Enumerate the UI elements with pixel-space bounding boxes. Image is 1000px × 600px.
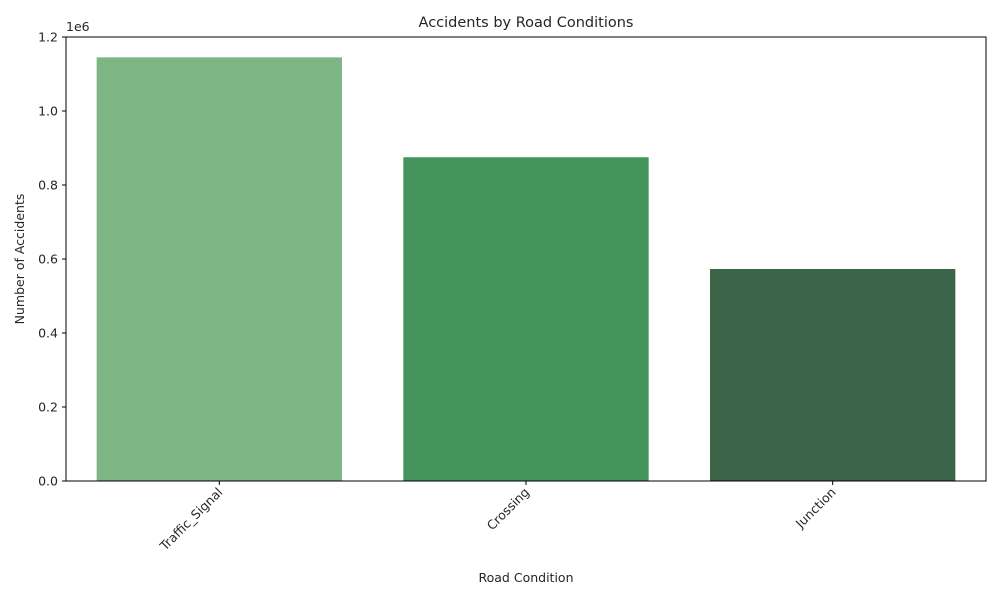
y-axis-label: Number of Accidents	[12, 194, 27, 325]
bar-traffic-signal	[96, 57, 343, 481]
bar-junction	[710, 268, 956, 481]
y-axis-offset-label: 1e6	[66, 19, 90, 34]
y-tick-label: 0.0	[38, 474, 58, 489]
x-axis-ticks: Traffic_Signal Crossing Junction	[156, 481, 839, 554]
bars-group	[96, 57, 956, 481]
y-tick-label: 0.4	[38, 326, 58, 341]
x-axis-label: Road Condition	[479, 570, 574, 585]
y-tick-label: 1.2	[38, 30, 58, 45]
y-tick-label: 0.2	[38, 400, 58, 415]
x-tick-label: Traffic_Signal	[156, 485, 225, 554]
chart-title: Accidents by Road Conditions	[419, 15, 634, 31]
bar-crossing	[403, 157, 649, 481]
y-axis-ticks: 0.0 0.2 0.4 0.6 0.8 1.0 1.2	[38, 30, 66, 489]
y-tick-label: 0.6	[38, 252, 58, 267]
x-tick-label: Crossing	[484, 485, 533, 534]
y-tick-label: 0.8	[38, 178, 58, 193]
x-tick-label: Junction	[792, 485, 839, 532]
y-tick-label: 1.0	[38, 104, 58, 119]
plot-frame	[65, 36, 987, 482]
